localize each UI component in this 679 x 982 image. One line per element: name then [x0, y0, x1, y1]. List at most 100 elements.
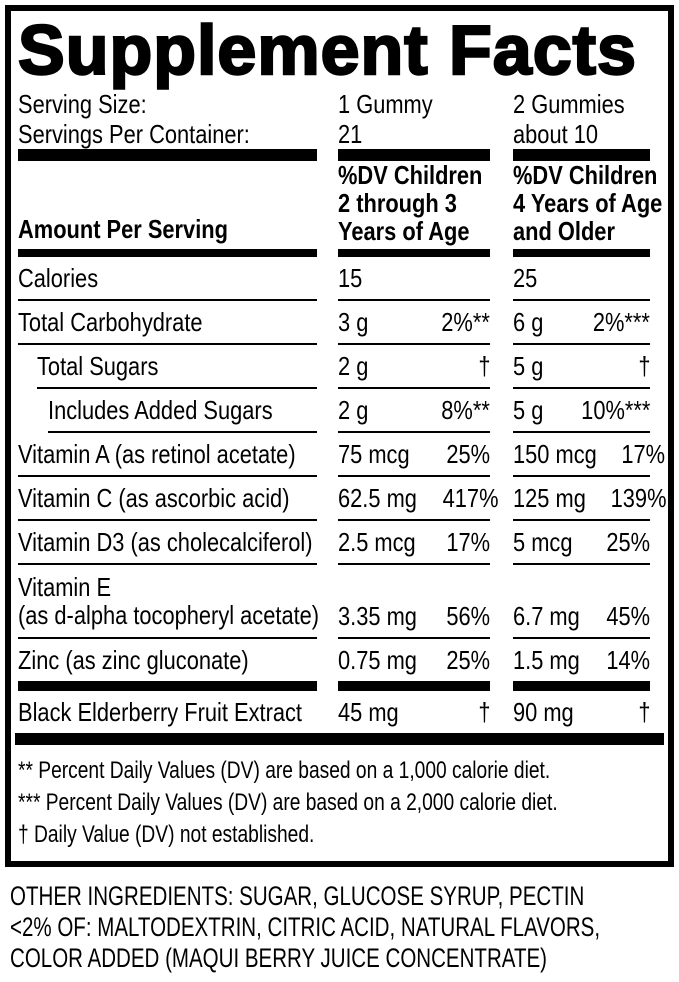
percent-dv-children-2-3: 25% [446, 439, 490, 469]
amount-children-4-plus: 150 mcg [513, 439, 597, 469]
nutrient-name-cell: Vitamin A (as retinol acetate) [18, 433, 317, 477]
value-cell-children-4-plus: 5 mcg 25% [513, 521, 650, 565]
value-cell-children-4-plus: 150 mcg 17% [513, 433, 665, 477]
percent-dv-children-2-3: 2%** [441, 307, 490, 337]
nutrient-row-total-sugars: Total Sugars 2 g † 5 g † [18, 345, 650, 389]
value-cell-children-4-plus: 6.7 mg 45% [513, 565, 650, 639]
amount-per-serving-heading: Amount Per Serving [18, 214, 228, 244]
value-cell-children-2-3: 3 g 2%** [338, 301, 490, 345]
amount-children-2-3: 45 mg [338, 697, 399, 727]
nutrient-name: Total Sugars [37, 351, 159, 381]
amount-children-2-3: 0.75 mg [338, 645, 417, 675]
servings-per-container-label: Servings Per Container: [18, 119, 250, 149]
footnote-dv-not-established: † Daily Value (DV) not established. [18, 821, 315, 848]
percent-dv-children-2-3: † [477, 351, 490, 381]
column-gap [317, 345, 338, 389]
value-cell-children-2-3: 45 mg † [338, 691, 490, 733]
column-gap [490, 639, 513, 681]
dv-header-line: %DV Children [338, 160, 483, 190]
column-gap [317, 433, 338, 477]
nutrient-row-vitamin-c: Vitamin C (as ascorbic acid) 62.5 mg 417%… [18, 477, 666, 521]
column-gap [317, 691, 338, 733]
footnote-2000-calorie: *** Percent Daily Values (DV) are based … [18, 789, 558, 816]
value-cell-children-4-plus: 5 g † [513, 345, 650, 389]
amount-children-2-3: 62.5 mg [338, 483, 417, 513]
thick-divider [18, 249, 650, 257]
nutrient-name: Zinc (as zinc gluconate) [18, 645, 249, 675]
value-cell-children-2-3: 75 mcg 25% [338, 433, 490, 477]
dv-header-children-2-3: %DV Children 2 through 3 Years of Age [338, 161, 490, 249]
column-gap [317, 301, 338, 345]
column-gap [317, 477, 338, 521]
amount-children-4-plus: 5 mcg [513, 527, 573, 557]
dv-header-children-4-plus: %DV Children 4 Years of Age and Older [513, 161, 662, 249]
nutrient-name-subline: (as d-alpha tocopheryl acetate) [18, 600, 320, 630]
dv-header-line: and Older [513, 216, 615, 246]
percent-dv-children-4-plus: 25% [606, 527, 650, 557]
nutrient-name-cell: Total Sugars [37, 345, 317, 389]
amount-children-4-plus: 5 g [513, 395, 544, 425]
percent-dv-children-2-3: 17% [446, 527, 490, 557]
other-ingredients-line-3: COLOR ADDED (MAQUI BERRY JUICE CONCENTRA… [10, 943, 548, 973]
nutrient-name-cell: Vitamin E (as d-alpha tocopheryl acetate… [18, 565, 320, 639]
value-cell-children-2-3: 62.5 mg 417% [338, 477, 498, 521]
amount-children-2-3: 3 g [338, 307, 369, 337]
percent-dv-children-4-plus: 10%*** [580, 395, 650, 425]
nutrient-name: Vitamin A (as retinol acetate) [18, 439, 296, 469]
amount-children-4-plus: 5 g [513, 351, 544, 381]
percent-dv-children-4-plus: 45% [606, 601, 650, 631]
nutrient-name-cell: Vitamin D3 (as cholecalciferol) [18, 521, 317, 565]
value-cell-children-4-plus: 25 [513, 257, 650, 301]
column-gap [490, 433, 513, 477]
column-gap [317, 521, 338, 565]
amount-children-4-plus: 6 g [513, 307, 544, 337]
column-gap [490, 389, 513, 433]
nutrient-name: Vitamin D3 (as cholecalciferol) [18, 527, 313, 557]
amount-children-4-plus: 25 [513, 263, 538, 293]
other-ingredients: OTHER INGREDIENTS: SUGAR, GLUCOSE SYRUP,… [10, 881, 671, 974]
footnotes: ** Percent Daily Values (DV) are based o… [18, 745, 650, 861]
full-width-divider [15, 733, 664, 745]
value-cell-children-4-plus: 90 mg † [513, 691, 650, 733]
nutrient-row-vitamin-a: Vitamin A (as retinol acetate) 75 mcg 25%… [18, 433, 665, 477]
amount-children-2-3: 2 g [338, 395, 369, 425]
value-cell-children-2-3: 3.35 mg 56% [338, 565, 490, 639]
value-cell-children-4-plus: 5 g 10%*** [513, 389, 650, 433]
amount-children-2-3: 75 mcg [338, 439, 410, 469]
table-header: Amount Per Serving %DV Children 2 throug… [18, 161, 662, 249]
amount-per-serving-heading-cell: Amount Per Serving [18, 214, 317, 249]
amount-children-4-plus: 1.5 mg [513, 645, 580, 675]
column-gap [317, 639, 338, 681]
nutrient-name: Black Elderberry Fruit Extract [18, 697, 302, 727]
percent-dv-children-4-plus: † [637, 351, 650, 381]
serving-size-label: Serving Size: [18, 89, 147, 119]
column-gap [317, 257, 338, 301]
percent-dv-children-4-plus: 2%*** [592, 307, 650, 337]
other-ingredients-line-2: <2% OF: MALTODEXTRIN, CITRIC ACID, NATUR… [10, 912, 601, 942]
amount-children-4-plus: 125 mg [513, 483, 586, 513]
column-gap [490, 301, 513, 345]
serving-labels: Serving Size: Servings Per Container: [18, 89, 317, 149]
nutrient-name: Vitamin E [18, 572, 112, 602]
servings-count-col1: 21 [338, 119, 363, 149]
column-gap [490, 89, 513, 149]
dv-header-line: 2 through 3 [338, 188, 457, 218]
amount-children-4-plus: 6.7 mg [513, 601, 580, 631]
serving-info: Serving Size: Servings Per Container: 1 … [18, 89, 650, 149]
panel-inner: Supplement Facts Serving Size: Servings … [11, 14, 668, 861]
nutrient-name: Includes Added Sugars [48, 395, 273, 425]
percent-dv-children-2-3: 417% [442, 483, 499, 513]
nutrient-name: Total Carbohydrate [18, 307, 203, 337]
value-cell-children-4-plus: 125 mg 139% [513, 477, 666, 521]
servings-count-col2: about 10 [513, 119, 599, 149]
column-gap [317, 89, 338, 149]
nutrient-name: Calories [18, 263, 99, 293]
amount-children-2-3: 15 [338, 263, 363, 293]
percent-dv-children-2-3: 25% [446, 645, 490, 675]
nutrient-row-total-carbohydrate: Total Carbohydrate 3 g 2%** 6 g 2%*** [18, 301, 650, 345]
serving-col-1-gummy: 1 Gummy 21 [338, 89, 490, 149]
nutrient-name-cell: Zinc (as zinc gluconate) [18, 639, 317, 681]
column-gap [490, 345, 513, 389]
column-gap [317, 565, 338, 639]
dv-header-line: 4 Years of Age [513, 188, 663, 218]
